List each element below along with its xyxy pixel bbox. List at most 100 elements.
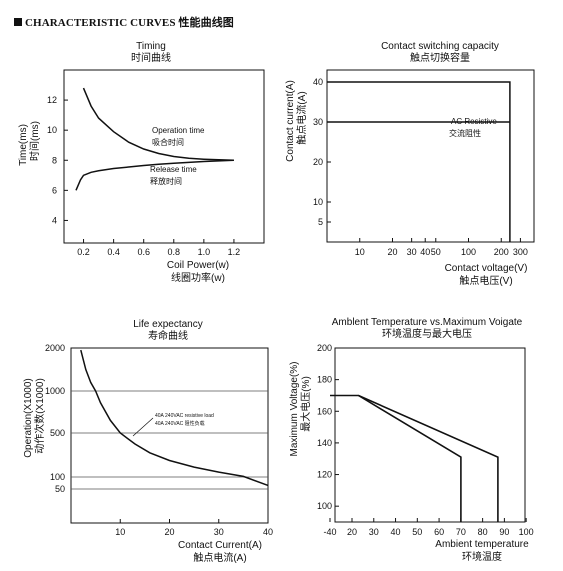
temp-xtick-label: 40	[391, 527, 401, 537]
timing-series-operation	[82, 87, 234, 162]
chart-life-xlabel-cn: 触点电流(A)	[193, 551, 246, 564]
chart-timing-annot-release-cn: 释放时间	[150, 176, 182, 186]
life-series-curve	[80, 349, 269, 487]
temp-xtick-label: 70	[456, 527, 466, 537]
chart-timing-annot-release: Release time	[150, 165, 197, 174]
chart-life-annot-en: 40A 240VAC resistive load	[155, 413, 214, 419]
life-ytick-label: 1000	[45, 386, 65, 396]
timing-ytick-label: 6	[52, 185, 57, 195]
timing-xtick-label: 1.2	[228, 247, 241, 257]
chart-temp-plot-frame	[334, 347, 526, 523]
life-xtick-label: 10	[115, 527, 125, 537]
capacity-ytick-label: 40	[313, 77, 323, 87]
timing-ytick-label: 4	[52, 215, 57, 225]
chart-capacity-title: Contact switching capacity	[381, 41, 499, 52]
capacity-ytick-label: 20	[313, 157, 323, 167]
chart-life-ylabel: Operation(X1000)	[23, 378, 34, 458]
temp-ytick-label: 100	[317, 501, 332, 511]
temp-xtick-label: -40	[323, 527, 336, 537]
chart-temp-title-cn: 环境温度与最大电压	[382, 327, 472, 340]
chart-life-annot-cn: 40A 240VAC 阻性负载	[155, 420, 205, 427]
temp-ytick-label: 140	[317, 438, 332, 448]
temp-series-curve-b	[358, 394, 499, 522]
life-xtick-label: 20	[164, 527, 174, 537]
chart-timing-annot-operation: Operation time	[152, 126, 205, 135]
chart-capacity-xlabel-cn: 触点电压(V)	[459, 274, 512, 287]
temp-ytick-label: 180	[317, 375, 332, 385]
timing-ytick-label: 10	[47, 125, 57, 135]
chart-life-ylabel-cn: 动作次数(X1000)	[33, 378, 46, 454]
capacity-xtick-label: 300	[513, 247, 528, 257]
capacity-series-40a-boundary	[327, 81, 511, 242]
temp-xtick-label: 50	[412, 527, 422, 537]
chart-capacity-ylabel: Contact current(A)	[285, 80, 296, 162]
capacity-xtick-label: 10	[355, 247, 365, 257]
temp-series-curve-a	[330, 394, 462, 522]
temp-xtick-label: 20	[347, 527, 357, 537]
chart-temp-xlabel: Ambient temperature	[435, 539, 529, 550]
page-header: CHARACTERISTIC CURVES 性能曲线图	[14, 14, 234, 30]
chart-timing: Timing 时间曲线 4 6 8 10 12 0.2 0.4 0.6 0.8 1.0 1.2 Ti…	[18, 41, 265, 284]
temp-ytick-label: 200	[317, 343, 332, 353]
timing-xtick-label: 0.2	[77, 247, 90, 257]
capacity-xtick-label: 20	[387, 247, 397, 257]
chart-capacity-plot-frame	[326, 69, 535, 243]
temp-xtick-label: 90	[499, 527, 509, 537]
timing-xtick-label: 0.6	[137, 247, 150, 257]
chart-capacity-xlabel: Contact voltage(V)	[445, 263, 528, 274]
temp-xtick-label: 30	[369, 527, 379, 537]
chart-timing-annot-operation-cn: 吸合时间	[152, 137, 184, 147]
timing-xtick-label: 0.4	[107, 247, 120, 257]
temp-xtick-label: 60	[434, 527, 444, 537]
capacity-ytick-label: 10	[313, 197, 323, 207]
chart-timing-title: Timing	[136, 41, 166, 52]
chart-timing-title-cn: 时间曲线	[131, 51, 171, 64]
timing-series-release	[75, 159, 234, 191]
chart-capacity-title-cn: 触点切换容量	[410, 51, 470, 64]
chart-life-title-cn: 寿命曲线	[148, 329, 188, 342]
chart-life-expectancy: Life expectancy 寿命曲线 50 100 500 1000 2000 10 2…	[23, 319, 273, 564]
square-bullet-icon	[14, 18, 22, 26]
life-ytick-label: 50	[55, 484, 65, 494]
chart-capacity-ylabel-cn: 触点电流(A)	[295, 91, 308, 144]
life-xtick-label: 40	[263, 527, 273, 537]
timing-xtick-label: 0.8	[168, 247, 181, 257]
life-annotation-leader	[132, 417, 154, 437]
capacity-xtick-label: 40	[420, 247, 430, 257]
chart-capacity-annot: AC Resistive	[451, 117, 497, 126]
chart-timing-ylabel: Time(ms)	[18, 124, 29, 166]
timing-ytick-label: 12	[47, 95, 57, 105]
life-xtick-label: 30	[214, 527, 224, 537]
capacity-xtick-label: 30	[407, 247, 417, 257]
capacity-xtick-label: 200	[494, 247, 509, 257]
temp-ytick-label: 160	[317, 406, 332, 416]
life-ytick-label: 500	[50, 428, 65, 438]
chart-temp-xlabel-cn: 环境温度	[462, 550, 502, 563]
timing-ytick-label: 8	[52, 155, 57, 165]
capacity-ytick-label: 5	[318, 217, 323, 227]
temp-ytick-label: 120	[317, 470, 332, 480]
capacity-xtick-label: 100	[461, 247, 476, 257]
timing-xtick-label: 1.0	[198, 247, 211, 257]
chart-timing-xlabel-cn: 线圈功率(w)	[171, 271, 225, 284]
life-ytick-label: 2000	[45, 343, 65, 353]
life-ytick-label: 100	[50, 472, 65, 482]
chart-life-xlabel: Contact Current(A)	[178, 540, 262, 551]
chart-temp-ylabel-cn: 最大电压(%)	[299, 376, 312, 432]
chart-timing-xlabel: Coil Power(w)	[167, 260, 229, 271]
chart-temp-title: Amblent Temperature vs.Maximum Voigate	[332, 317, 523, 328]
chart-switching-capacity: Contact switching capacity 触点切换容量 5 10 20 3…	[285, 41, 535, 287]
chart-capacity-annot-cn: 交流阻性	[449, 128, 481, 138]
chart-timing-ylabel-cn: 时间(ms)	[28, 121, 41, 161]
page-header-title: CHARACTERISTIC CURVES 性能曲线图	[25, 17, 234, 29]
chart-life-title: Life expectancy	[133, 319, 203, 330]
chart-timing-plot-frame	[63, 69, 265, 244]
chart-temperature-voltage: Amblent Temperature vs.Maximum Voigate 环…	[289, 317, 534, 563]
capacity-xtick-label: 50	[431, 247, 441, 257]
temp-xtick-label: 100	[519, 527, 534, 537]
temp-xtick-label: 80	[478, 527, 488, 537]
capacity-ytick-label: 30	[313, 117, 323, 127]
chart-temp-ylabel: Maximum Voltage(%)	[289, 361, 300, 456]
chart-life-plot-frame	[70, 347, 269, 524]
